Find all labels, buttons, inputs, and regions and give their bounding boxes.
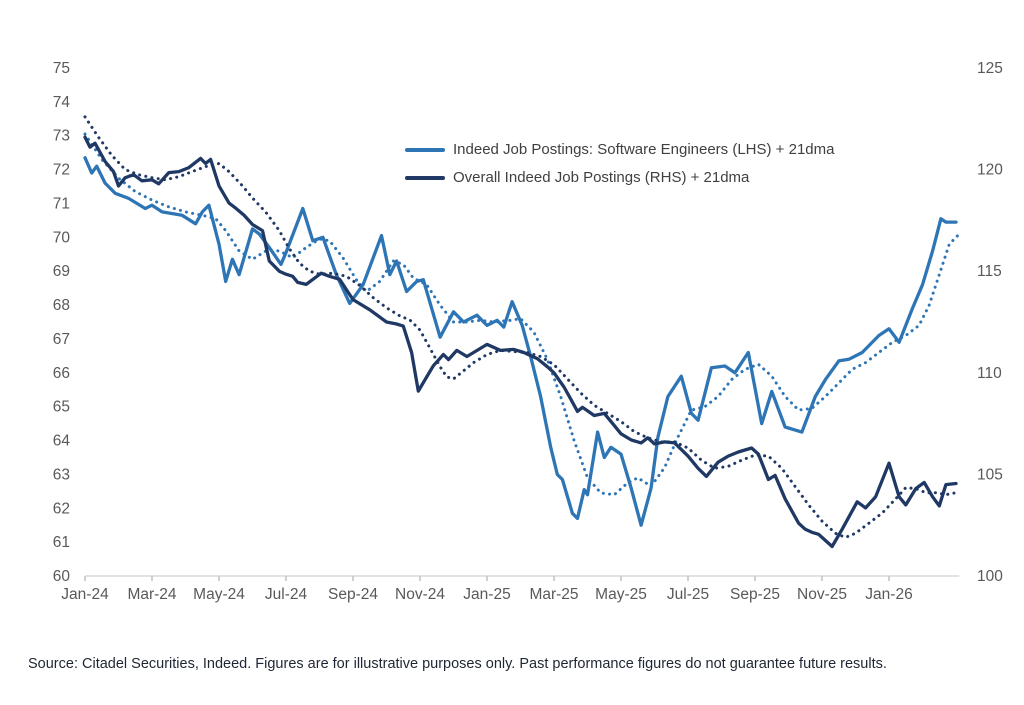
legend-item-overall-postings: Overall Indeed Job Postings (RHS) + 21dm… — [405, 169, 834, 186]
y-left-tick-label: 65 — [53, 399, 70, 416]
legend-swatch-navy-line-icon — [405, 175, 445, 180]
y-right-tick-label: 100 — [977, 568, 1003, 585]
x-tick-label: Mar-25 — [529, 586, 578, 603]
x-tick-label: Jul-24 — [265, 586, 308, 603]
y-left-tick-label: 71 — [53, 195, 70, 212]
y-left-tick-label: 67 — [53, 331, 70, 348]
y-left-tick-label: 69 — [53, 263, 70, 280]
legend-swatch-blue-line-icon — [405, 147, 445, 152]
x-tick-label: Nov-25 — [797, 586, 847, 603]
y-left-tick-label: 74 — [53, 94, 71, 111]
x-tick-label: Mar-24 — [127, 586, 176, 603]
x-tick-label: Jul-25 — [667, 586, 709, 603]
source-note: Source: Citadel Securities, Indeed. Figu… — [28, 656, 887, 672]
x-tick-label: Sep-24 — [328, 586, 378, 603]
y-left-tick-label: 75 — [53, 60, 70, 77]
x-tick-label: Nov-24 — [395, 586, 445, 603]
y-right-tick-label: 105 — [977, 466, 1003, 483]
y-left-tick-label: 64 — [53, 433, 71, 450]
chart-legend: Indeed Job Postings: Software Engineers … — [405, 141, 834, 186]
y-left-tick-label: 68 — [53, 297, 70, 314]
series-solid-software-engineers — [83, 156, 958, 527]
y-left-tick-label: 60 — [53, 568, 71, 585]
x-tick-label: Sep-25 — [730, 586, 780, 603]
y-right-tick-label: 125 — [977, 60, 1003, 77]
series-dotted-software-engineers — [83, 132, 961, 497]
legend-item-software-engineers: Indeed Job Postings: Software Engineers … — [405, 141, 834, 158]
x-tick-label: Jan-25 — [463, 586, 510, 603]
legend-label-overall-postings: Overall Indeed Job Postings (RHS) + 21dm… — [453, 169, 750, 186]
y-left-tick-label: 61 — [53, 534, 70, 551]
x-tick-label: Jan-24 — [61, 586, 109, 603]
y-left-tick-label: 62 — [53, 500, 70, 517]
y-left-tick-label: 70 — [53, 229, 71, 246]
y-left-tick-label: 66 — [53, 365, 70, 382]
y-right-tick-label: 120 — [977, 162, 1003, 179]
legend-label-software-engineers: Indeed Job Postings: Software Engineers … — [453, 141, 835, 158]
x-tick-label: May-24 — [193, 586, 245, 603]
y-left-tick-label: 73 — [53, 128, 70, 145]
x-tick-label: Jan-26 — [865, 586, 912, 603]
y-right-tick-label: 115 — [977, 263, 1002, 280]
series-solid-overall-postings — [83, 135, 958, 549]
y-left-tick-label: 63 — [53, 466, 70, 483]
y-right-tick-label: 110 — [977, 365, 1002, 382]
x-tick-label: May-25 — [595, 586, 647, 603]
y-left-tick-label: 72 — [53, 162, 70, 179]
